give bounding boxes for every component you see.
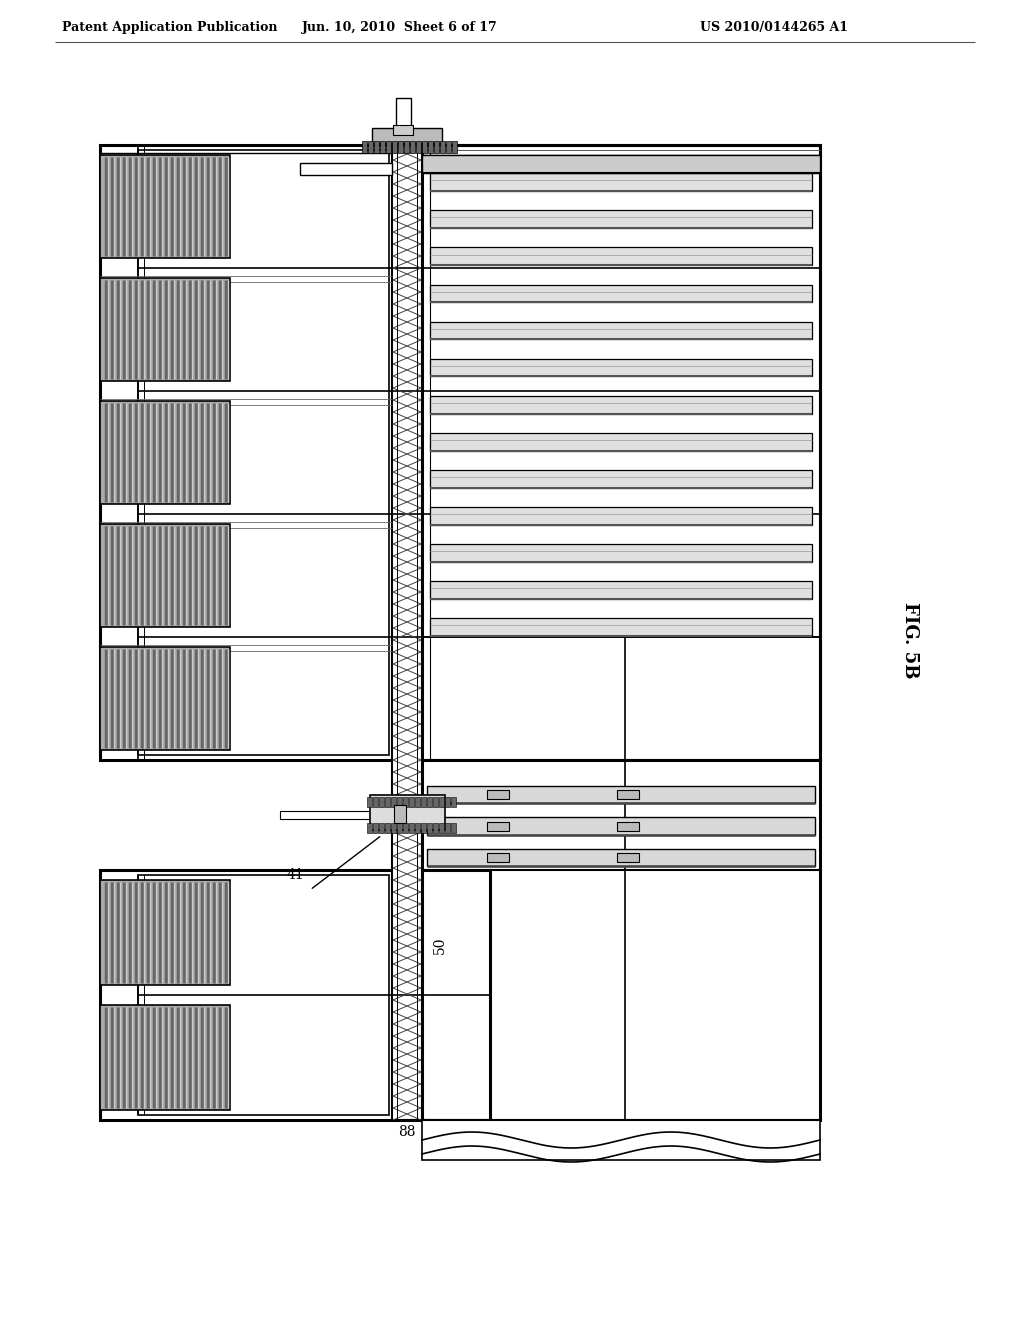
Bar: [427, 849, 815, 866]
Bar: [100, 279, 230, 381]
Bar: [427, 797, 432, 807]
Bar: [368, 141, 373, 153]
Bar: [439, 797, 444, 807]
Bar: [138, 875, 389, 1115]
Bar: [379, 822, 384, 833]
Bar: [392, 141, 397, 153]
Text: 50: 50: [433, 936, 447, 954]
Bar: [100, 880, 230, 985]
Bar: [397, 797, 402, 807]
Bar: [439, 822, 444, 833]
Text: 88: 88: [398, 1125, 416, 1139]
Bar: [415, 822, 420, 833]
Bar: [393, 125, 413, 135]
Bar: [430, 173, 812, 191]
Bar: [430, 618, 812, 636]
Bar: [430, 396, 812, 413]
Bar: [446, 141, 451, 153]
Bar: [617, 791, 639, 799]
Bar: [385, 822, 390, 833]
Bar: [487, 821, 509, 830]
Bar: [430, 581, 812, 599]
Bar: [427, 785, 815, 803]
Bar: [617, 821, 639, 830]
Bar: [380, 141, 385, 153]
Bar: [100, 1005, 230, 1110]
Bar: [430, 322, 812, 339]
Bar: [280, 810, 370, 818]
Bar: [430, 507, 812, 525]
Text: FIG. 5B: FIG. 5B: [901, 602, 919, 678]
Bar: [404, 141, 409, 153]
Bar: [372, 128, 442, 143]
Bar: [100, 154, 230, 257]
Bar: [138, 150, 389, 755]
Bar: [410, 141, 415, 153]
Bar: [445, 797, 450, 807]
Bar: [430, 285, 812, 302]
Bar: [409, 797, 414, 807]
Bar: [386, 141, 391, 153]
Bar: [416, 141, 421, 153]
Bar: [403, 797, 408, 807]
Bar: [385, 797, 390, 807]
Bar: [100, 524, 230, 627]
Bar: [422, 141, 427, 153]
Bar: [392, 145, 422, 1119]
Bar: [373, 822, 378, 833]
Bar: [428, 141, 433, 153]
Bar: [451, 822, 456, 833]
Bar: [430, 359, 812, 376]
Bar: [452, 141, 457, 153]
Bar: [379, 797, 384, 807]
Bar: [434, 141, 439, 153]
Bar: [391, 797, 396, 807]
Bar: [487, 791, 509, 799]
Bar: [445, 822, 450, 833]
Bar: [100, 145, 820, 760]
Bar: [430, 210, 812, 228]
Bar: [415, 797, 420, 807]
Text: Patent Application Publication: Patent Application Publication: [62, 21, 278, 34]
Bar: [367, 822, 372, 833]
Bar: [430, 433, 812, 450]
Text: US 2010/0144265 A1: US 2010/0144265 A1: [700, 21, 848, 34]
Bar: [370, 795, 445, 830]
Bar: [433, 797, 438, 807]
Text: Jun. 10, 2010  Sheet 6 of 17: Jun. 10, 2010 Sheet 6 of 17: [302, 21, 498, 34]
Bar: [100, 647, 230, 750]
Bar: [451, 797, 456, 807]
Bar: [300, 162, 392, 176]
Bar: [422, 154, 820, 173]
Bar: [421, 822, 426, 833]
Bar: [427, 822, 432, 833]
Bar: [421, 797, 426, 807]
Bar: [362, 141, 367, 153]
Bar: [433, 822, 438, 833]
Bar: [430, 247, 812, 265]
Bar: [403, 822, 408, 833]
Bar: [617, 853, 639, 862]
Bar: [391, 822, 396, 833]
Bar: [422, 145, 820, 1119]
Bar: [422, 1119, 820, 1160]
Bar: [367, 797, 372, 807]
Bar: [398, 141, 403, 153]
Bar: [397, 822, 402, 833]
Bar: [487, 853, 509, 862]
Bar: [100, 401, 230, 504]
Bar: [374, 141, 379, 153]
Bar: [396, 98, 411, 128]
Bar: [394, 805, 406, 822]
Bar: [409, 822, 414, 833]
Bar: [430, 544, 812, 562]
Bar: [440, 141, 445, 153]
Bar: [427, 817, 815, 834]
Bar: [373, 797, 378, 807]
Text: 41: 41: [286, 869, 304, 882]
Bar: [430, 470, 812, 487]
Bar: [100, 870, 490, 1119]
